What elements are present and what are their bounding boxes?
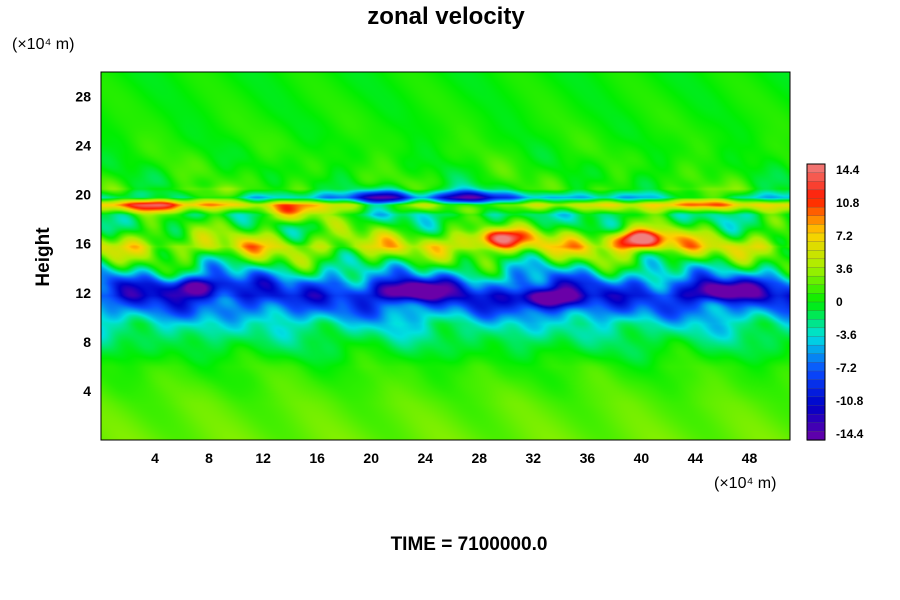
- y-tick-label: 4: [83, 383, 91, 399]
- colorbar-tick-label: -14.4: [836, 427, 864, 441]
- colorbar-segment: [806, 172, 826, 182]
- colorbar-segment: [806, 319, 826, 329]
- colorbar-segment: [806, 413, 826, 424]
- time-label: TIME = 7100000.0: [391, 534, 548, 555]
- x-tick-label: 20: [363, 450, 379, 466]
- colorbar-segment: [806, 327, 826, 338]
- heatmap-plot-area: [100, 71, 791, 441]
- colorbar-segment: [806, 275, 826, 286]
- colorbar-tick-label: 14.4: [836, 163, 860, 177]
- x-tick-label: 12: [255, 450, 271, 466]
- colorbar-tick-label: 7.2: [836, 229, 853, 243]
- x-tick-label: 28: [471, 450, 487, 466]
- colorbar-segment: [806, 396, 826, 407]
- y-tick-label: 28: [75, 89, 91, 105]
- y-tick-label: 8: [83, 334, 91, 350]
- colorbar-segment: [806, 224, 826, 234]
- x-tick-label: 36: [580, 450, 596, 466]
- colorbar-segment: [806, 336, 826, 346]
- colorbar-frame: [806, 163, 826, 441]
- y-unit-label: (×10⁴ m): [12, 36, 74, 53]
- colorbar-tick-label: -10.8: [836, 394, 864, 408]
- colorbar-segment: [806, 241, 826, 251]
- colorbar-segment: [806, 189, 826, 200]
- colorbar-tick-label: 10.8: [836, 196, 860, 210]
- chart-title: zonal velocity: [367, 3, 525, 30]
- colorbar-segment: [806, 163, 826, 174]
- colorbar-tick-label: 3.6: [836, 262, 853, 276]
- colorbar-ticks: 14.4 10.8 7.2 3.6 0 -3.6 -7.2 -10.8 -14.4: [836, 163, 864, 441]
- colorbar-segment: [806, 250, 826, 260]
- colorbar: [806, 163, 826, 441]
- colorbar-segment: [806, 370, 826, 381]
- colorbar-segment: [806, 310, 826, 320]
- colorbar-segment: [806, 293, 826, 303]
- y-axis-ticks: 4 8 12 16 20 24 28: [75, 89, 91, 399]
- colorbar-segment: [806, 388, 826, 398]
- y-tick-label: 12: [75, 285, 91, 301]
- colorbar-tick-label: -7.2: [836, 361, 857, 375]
- x-tick-label: 44: [688, 450, 704, 466]
- colorbar-segment: [806, 215, 826, 226]
- colorbar-segment: [806, 232, 826, 243]
- x-tick-label: 40: [634, 450, 650, 466]
- x-tick-label: 4: [151, 450, 159, 466]
- colorbar-segment: [806, 353, 826, 364]
- x-tick-label: 8: [205, 450, 213, 466]
- x-unit-label: (×10⁴ m): [714, 475, 776, 492]
- x-tick-label: 48: [742, 450, 758, 466]
- colorbar-segment: [806, 267, 826, 277]
- x-tick-label: 16: [309, 450, 325, 466]
- colorbar-segment: [806, 405, 826, 415]
- y-tick-label: 24: [75, 138, 91, 154]
- y-axis-label: Height: [33, 227, 54, 287]
- colorbar-segment: [806, 206, 826, 217]
- colorbar-segment: [806, 422, 826, 433]
- y-tick-label: 20: [75, 187, 91, 203]
- x-tick-label: 24: [417, 450, 433, 466]
- colorbar-segment: [806, 431, 826, 441]
- colorbar-segment: [806, 362, 826, 372]
- colorbar-tick-label: 0: [836, 295, 843, 309]
- heatmap-image: [101, 72, 790, 440]
- plot-frame: [100, 71, 791, 441]
- colorbar-segment: [806, 344, 826, 355]
- y-tick-label: 16: [75, 236, 91, 252]
- x-axis-ticks: 4 8 12 16 20 24 28 32 36 40 44 48: [151, 450, 757, 466]
- x-tick-label: 32: [526, 450, 542, 466]
- colorbar-segment: [806, 258, 826, 269]
- colorbar-segment: [806, 198, 826, 208]
- colorbar-tick-label: -3.6: [836, 328, 857, 342]
- colorbar-segment: [806, 284, 826, 295]
- colorbar-segment: [806, 301, 826, 312]
- colorbar-segment: [806, 379, 826, 389]
- colorbar-segment: [806, 181, 826, 191]
